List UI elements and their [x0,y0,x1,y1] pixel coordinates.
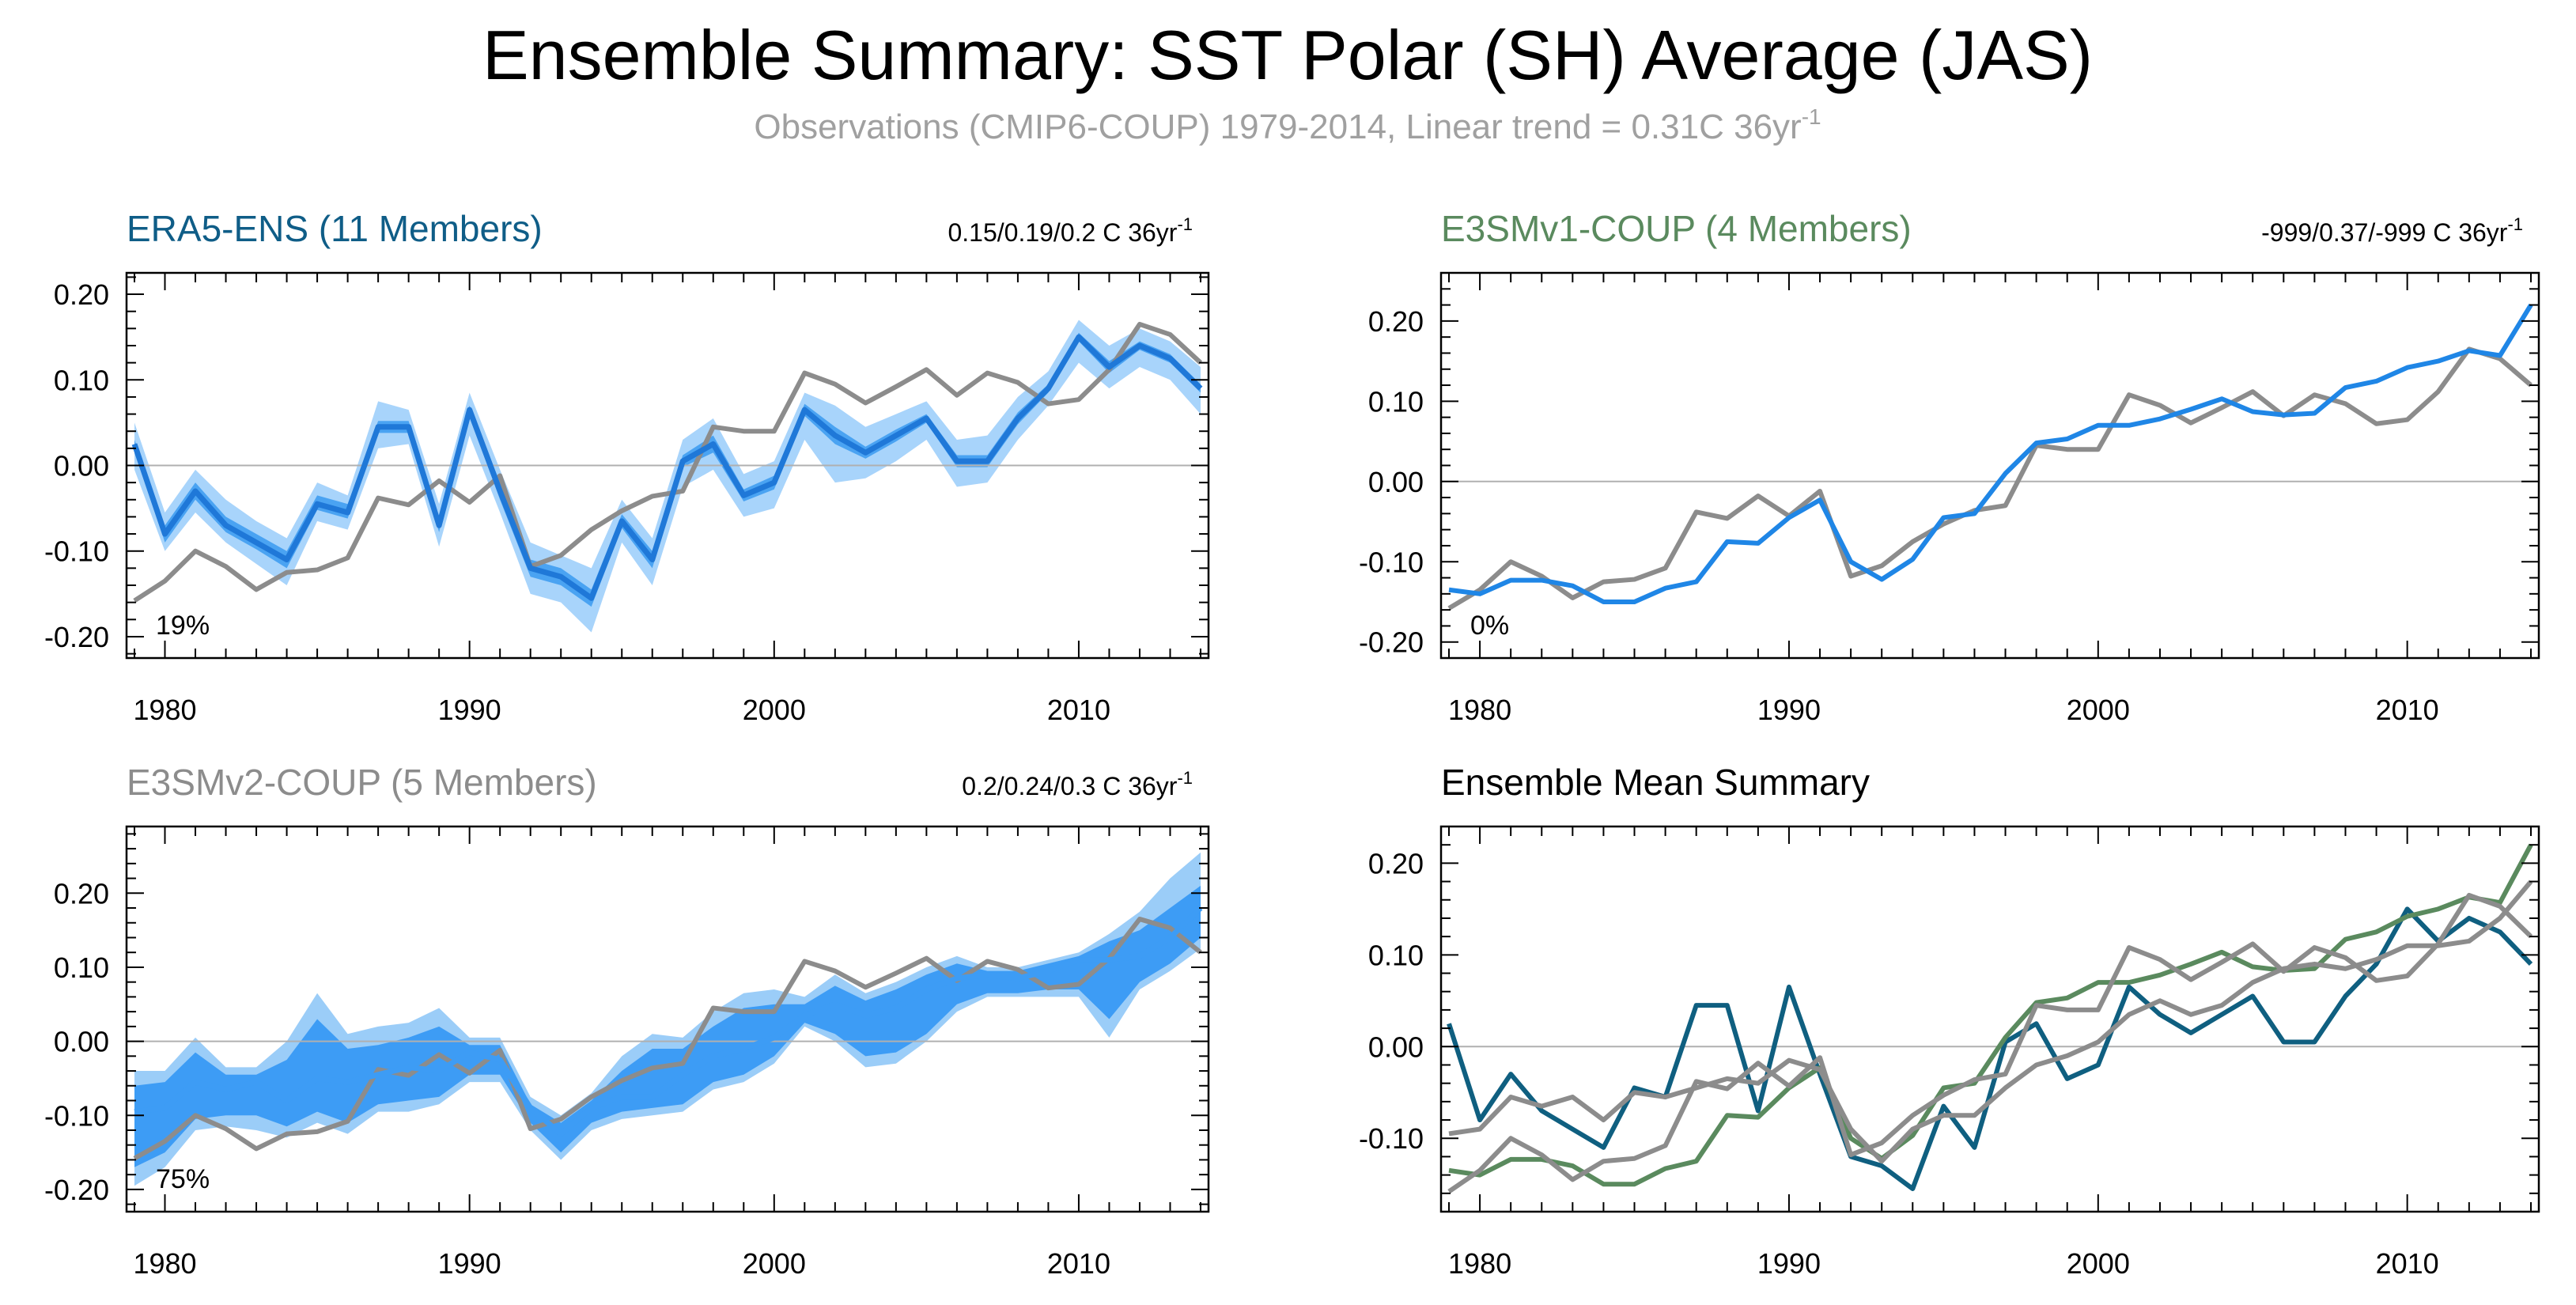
trend-label-sup: -1 [1177,214,1193,234]
x-tick-label: 2000 [743,694,806,726]
y-tick-label: 0.10 [54,951,109,984]
y-tick-label: 0.10 [1368,939,1424,971]
series-line-3 [1447,906,2533,1192]
y-tick-label: 0.10 [54,364,109,396]
trend-label-text: -999/0.37/-999 C 36yr [2261,218,2508,247]
trend-label: -999/0.37/-999 C 36yr-1 [2261,214,2523,247]
panel-title: E3SMv1-COUP (4 Members) [1441,208,1912,249]
figure-title: Ensemble Summary: SST Polar (SH) Average… [482,16,2093,94]
x-tick-label: 1980 [133,694,196,726]
percent-label: 19% [156,611,210,641]
y-tick-label: 0.20 [54,877,109,910]
plot-frame [1439,825,2540,1213]
y-tick-label: 0.00 [54,1026,109,1058]
panel-mean: Ensemble Mean Summary -0.10 0.00 0.10 0.20 19… [1359,762,2540,1280]
panel-title: E3SMv2-COUP (5 Members) [127,762,597,803]
series-line-0 [131,334,1203,601]
x-tick-label: 1990 [1757,694,1821,726]
x-tick-label: 1980 [133,1247,196,1280]
series-line-1 [133,917,1202,1161]
series-line-1 [133,321,1203,603]
panels: ERA5-ENS (11 Members) 0.15/0.19/0.2 C 36y… [44,208,2540,1280]
band-inner [134,885,1201,1167]
panel-e3smv2: E3SMv2-COUP (5 Members) 0.2/0.24/0.3 C 36… [44,762,1210,1280]
y-tick-label: -0.10 [1359,1122,1424,1155]
band-outer [134,852,1201,1186]
trend-label-text: 0.2/0.24/0.3 C 36yr [962,772,1178,800]
y-tick-label: -0.20 [44,621,109,653]
figure-subtitle-sup: -1 [1802,104,1821,129]
series-line-1 [1447,346,2532,611]
y-tick-label: 0.00 [54,450,109,482]
y-tick-label: -0.10 [44,1099,109,1132]
y-tick-label: 0.00 [1368,1031,1424,1063]
y-tick-label: 0.20 [1368,305,1424,338]
series-line-0 [1447,892,2533,1193]
x-tick-label: 2010 [1047,694,1110,726]
y-tick-label: -0.10 [1359,546,1424,578]
x-tick-label: 2000 [2067,1247,2130,1280]
x-tick-label: 1990 [438,694,501,726]
y-tick-label: 0.10 [1368,385,1424,418]
y-tick-label: -0.20 [1359,626,1424,659]
series-line-1 [1448,879,2533,1164]
x-tick-label: 1990 [438,1247,501,1280]
x-tick-label: 2010 [2376,1247,2439,1280]
series-line-0 [134,906,1203,1137]
band-outer [134,320,1201,633]
percent-label: 0% [1470,611,1509,641]
x-tick-label: 1980 [1448,694,1511,726]
x-tick-label: 1990 [1757,1247,1821,1280]
panel-era5: ERA5-ENS (11 Members) 0.15/0.19/0.2 C 36y… [44,208,1210,726]
trend-label-sup: -1 [1177,768,1193,788]
y-tick-label: -0.20 [44,1174,109,1206]
trend-label: 0.2/0.24/0.3 C 36yr-1 [962,768,1193,800]
x-tick-label: 2000 [743,1247,806,1280]
y-tick-label: 0.20 [1368,847,1424,879]
plot-frame [125,825,1210,1213]
trend-label: 0.15/0.19/0.2 C 36yr-1 [948,214,1193,247]
series-line-2 [1448,843,2533,1187]
x-tick-label: 2010 [2376,694,2439,726]
trend-label-sup: -1 [2507,214,2523,234]
panel-title: ERA5-ENS (11 Members) [127,208,543,249]
x-tick-label: 1980 [1448,1247,1511,1280]
percent-label: 75% [156,1164,210,1194]
y-tick-label: 0.00 [1368,466,1424,498]
panel-title: Ensemble Mean Summary [1441,762,1870,803]
x-tick-label: 2000 [2067,694,2130,726]
figure-subtitle: Observations (CMIP6-COUP) 1979-2014, Lin… [754,104,1821,146]
panel-e3smv1: E3SMv1-COUP (4 Members) -999/0.37/-999 C … [1359,208,2540,726]
y-tick-label: -0.10 [44,535,109,568]
y-tick-label: 0.20 [54,278,109,311]
figure-subtitle-text: Observations (CMIP6-COUP) 1979-2014, Lin… [754,108,1801,146]
x-tick-label: 2010 [1047,1247,1110,1280]
series-line-0 [1448,304,2533,604]
trend-label-text: 0.15/0.19/0.2 C 36yr [948,218,1177,247]
